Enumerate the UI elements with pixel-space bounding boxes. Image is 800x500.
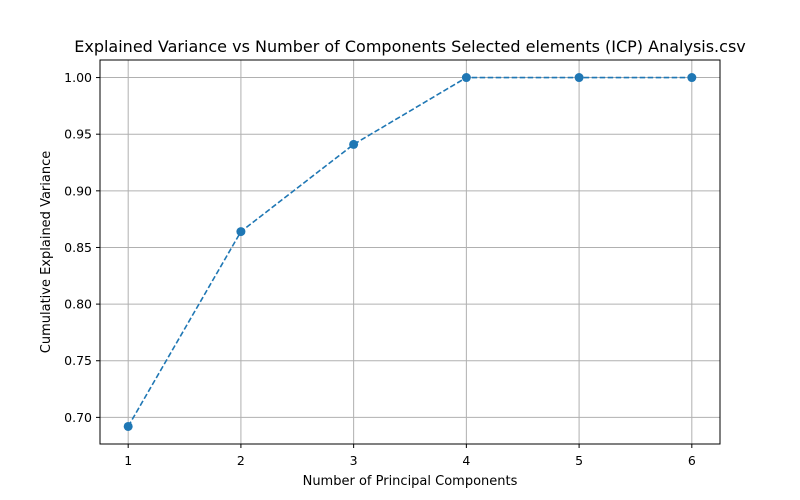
y-tick-label: 0.80 [64, 297, 92, 312]
series-layer [123, 73, 697, 431]
y-tick-label: 0.75 [64, 353, 92, 368]
chart-title: Explained Variance vs Number of Componen… [74, 37, 746, 56]
y-tick-label: 1.00 [64, 70, 92, 85]
data-point [123, 421, 133, 431]
x-tick-label: 2 [237, 453, 245, 468]
x-tick-label: 1 [124, 453, 132, 468]
data-point [461, 73, 471, 83]
x-tick-label: 6 [688, 453, 696, 468]
y-axis-label: Cumulative Explained Variance [39, 151, 54, 353]
data-point [687, 73, 697, 83]
x-tick-label: 5 [575, 453, 583, 468]
axis-ticks: 1 2 3 4 5 6 0.70 0.75 0.80 0.85 0.90 0.95 1.00 [64, 70, 696, 468]
y-tick-label: 0.90 [64, 183, 92, 198]
y-tick-label: 0.70 [64, 410, 92, 425]
x-axis-label: Number of Principal Components [303, 474, 518, 489]
data-point [236, 227, 246, 237]
series-line [127, 76, 692, 427]
x-tick-label: 4 [462, 453, 470, 468]
x-tick-label: 3 [350, 453, 358, 468]
grid [100, 60, 720, 444]
data-point [349, 139, 359, 149]
plot-area-frame [99, 59, 721, 445]
data-point [574, 73, 584, 83]
y-tick-label: 0.85 [64, 240, 92, 255]
y-tick-label: 0.95 [64, 127, 92, 142]
